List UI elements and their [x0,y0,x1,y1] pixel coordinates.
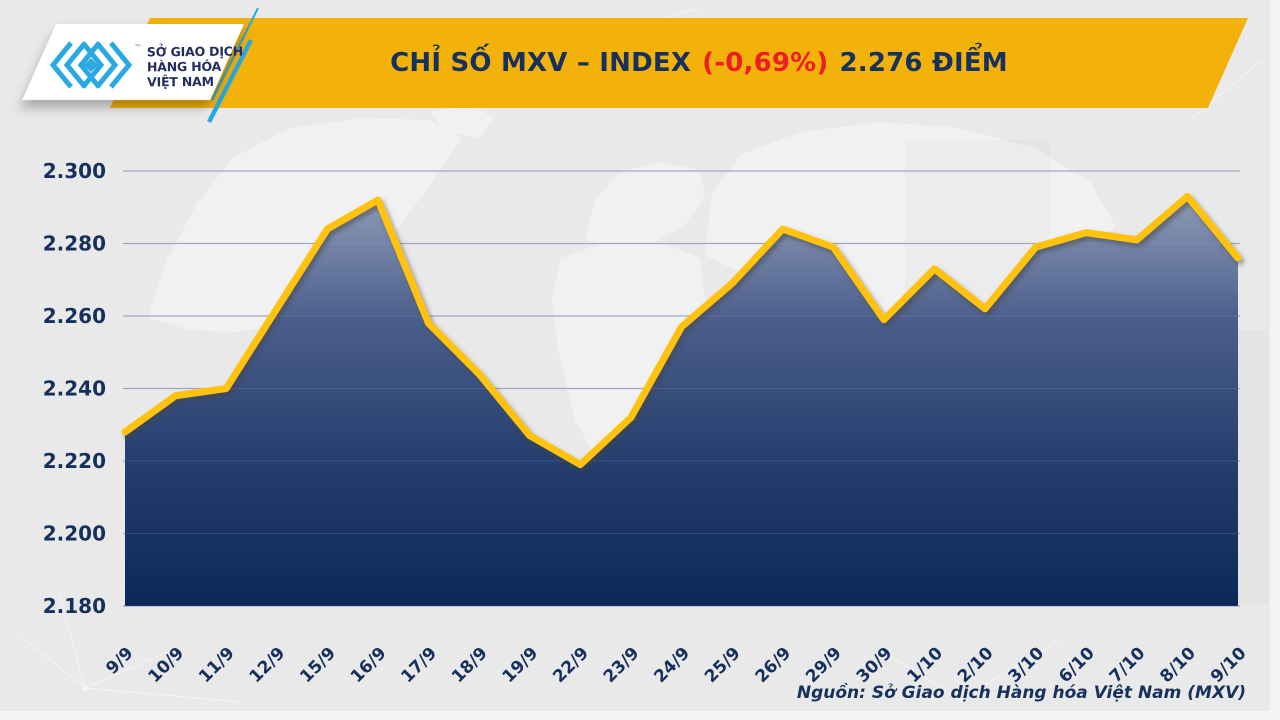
x-axis-labels: 9/9 10/9 11/9 12/9 15/9 16/9 17/9 18/9 19/9 22/9 2… [102,643,1250,687]
y-axis-label: 2.200 [43,522,106,546]
source-credit: Nguồn: Sở Giao dịch Hàng hóa Việt Nam (M… [796,683,1246,703]
x-axis-label: 26/9 [752,643,796,687]
right-edge-band [1270,0,1280,720]
y-axis-label: 2.240 [43,377,106,401]
x-axis-label: 7/10 [1106,643,1150,687]
index-value: 2.276 ĐIỂM [839,48,1008,78]
logo-line-3: VIỆT NAM [147,73,214,90]
x-axis-label: 11/9 [195,643,239,687]
x-axis-label: 30/9 [853,643,897,687]
y-axis-label: 2.300 [43,159,106,183]
index-change-percent: (-0,69%) [702,48,829,78]
x-axis-label: 25/9 [701,643,745,687]
logo-line-2: HÀNG HÓA [146,58,222,75]
x-axis-label: 2/10 [954,643,998,687]
mxv-logo-icon [49,41,133,89]
x-axis-label: 17/9 [397,643,441,687]
x-axis-label: 16/9 [347,643,391,687]
trademark-symbol: ™ [134,43,142,52]
y-axis-labels: 2.300 2.280 2.260 2.240 2.220 2.200 2.180 [43,159,106,618]
logo-wordmark: SỞ GIAO DỊCH HÀNG HÓA VIỆT NAM [147,44,243,90]
y-axis-label: 2.220 [43,449,106,473]
x-axis-label: 29/9 [802,643,846,687]
x-axis-label: 9/10 [1207,643,1251,687]
logo-line-1: SỞ GIAO DỊCH [146,43,244,60]
x-axis-label: 24/9 [650,643,694,687]
index-line [121,192,1242,469]
x-axis-label: 15/9 [296,643,340,687]
x-axis-label: 9/9 [102,643,137,678]
x-axis-label: 1/10 [903,643,947,687]
x-axis-label: 8/10 [1156,643,1200,687]
x-axis-label: 10/9 [144,643,188,687]
header-decor-stripes [206,7,259,124]
bottom-edge-band [0,711,1280,720]
x-axis-label: 19/9 [499,643,543,687]
chart-title-text: CHỈ SỐ MXV – INDEX [390,48,692,78]
y-axis-label: 2.280 [43,232,106,256]
area-fill [125,196,1238,606]
x-axis-label: 23/9 [600,643,644,687]
y-axis-label: 2.260 [43,304,106,328]
x-axis-label: 12/9 [246,643,290,687]
y-axis-label: 2.180 [43,594,106,618]
x-axis-label: 6/10 [1055,643,1099,687]
x-axis-label: 3/10 [1005,643,1049,687]
gridlines-overlay [123,170,1240,607]
x-axis-label: 18/9 [448,643,492,687]
x-axis-label: 22/9 [549,643,593,687]
chart-header-title: CHỈ SỐ MXV – INDEX (-0,69%) 2.276 ĐIỂM [150,18,1248,108]
